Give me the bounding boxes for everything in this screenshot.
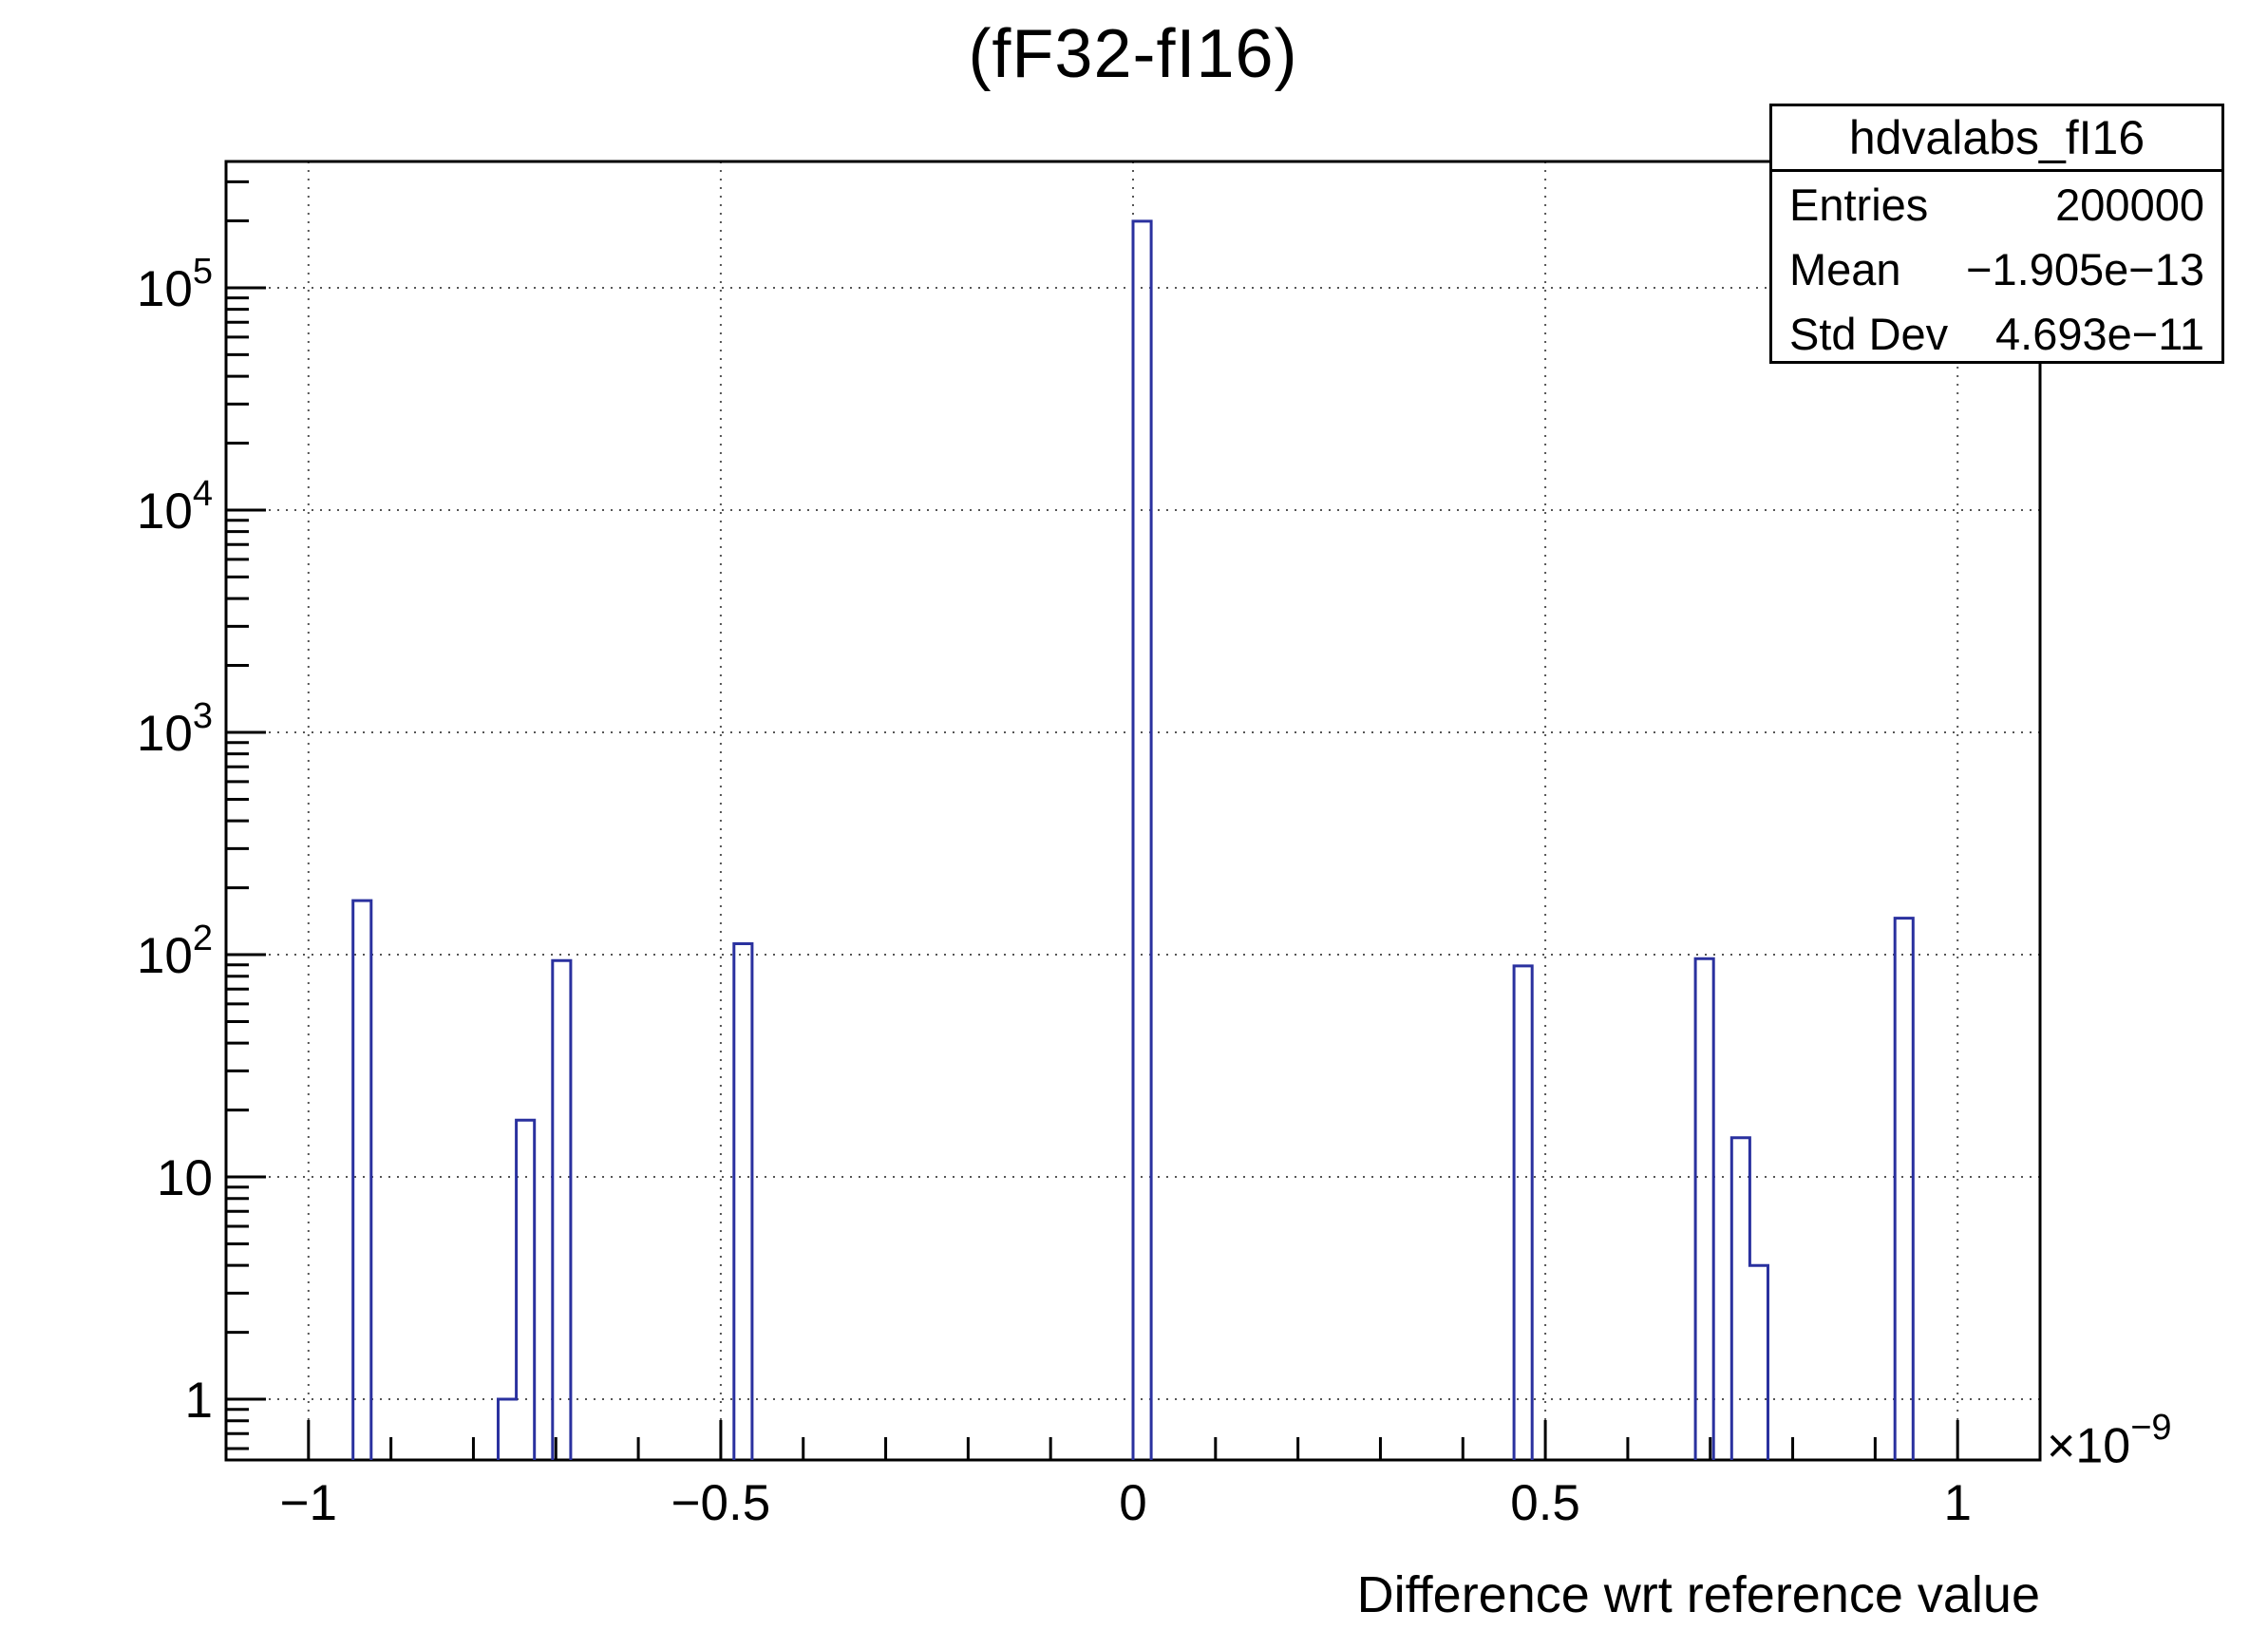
- x-axis-title: Difference wrt reference value: [1356, 1566, 2040, 1623]
- y-tick-label: 105: [137, 252, 213, 317]
- stats-label: Std Dev: [1789, 308, 1949, 359]
- x-axis-exponent-label: ×10−9: [2047, 1408, 2172, 1474]
- stats-box: hdvalabs_fI16 Entries 200000 Mean −1.905…: [1769, 104, 2224, 364]
- y-tick-label: 103: [137, 696, 213, 762]
- stats-label: Mean: [1789, 243, 1901, 294]
- y-tick-label: 104: [137, 474, 213, 540]
- stats-row-entries: Entries 200000: [1772, 172, 2221, 237]
- histogram-path: [732, 942, 754, 1460]
- x-tick-label: 0.5: [1510, 1475, 1580, 1531]
- x-tick-label: −0.5: [671, 1475, 771, 1531]
- x-axis-exponent-base: ×10: [2047, 1418, 2131, 1474]
- x-tick-label: 0: [1119, 1475, 1146, 1531]
- histogram-path: [351, 899, 373, 1460]
- histogram-path: [551, 958, 573, 1460]
- stats-value: −1.905e−13: [1966, 243, 2204, 294]
- plot-title: (fF32-fI16): [968, 16, 1298, 92]
- stats-row-mean: Mean −1.905e−13: [1772, 237, 2221, 301]
- histogram-path: [1693, 957, 1715, 1460]
- x-axis-exponent-power: −9: [2130, 1408, 2172, 1448]
- stats-row-stddev: Std Dev 4.693e−11: [1772, 301, 2221, 366]
- histogram-path: [1131, 219, 1153, 1460]
- y-tick-label: 10: [157, 1150, 213, 1206]
- x-tick-label: 1: [1943, 1475, 1971, 1531]
- histogram-path: [1729, 1136, 1769, 1460]
- histogram-path: [1512, 964, 1534, 1460]
- histogram-path: [497, 1118, 537, 1460]
- histogram-path: [1893, 917, 1915, 1460]
- y-tick-label: 1: [185, 1373, 213, 1429]
- x-tick-label: −1: [280, 1475, 337, 1531]
- stats-value: 4.693e−11: [1995, 308, 2204, 359]
- y-tick-label: 102: [137, 919, 213, 984]
- stats-label: Entries: [1789, 179, 1929, 230]
- stats-box-title: hdvalabs_fI16: [1772, 106, 2221, 172]
- stats-value: 200000: [2055, 179, 2204, 230]
